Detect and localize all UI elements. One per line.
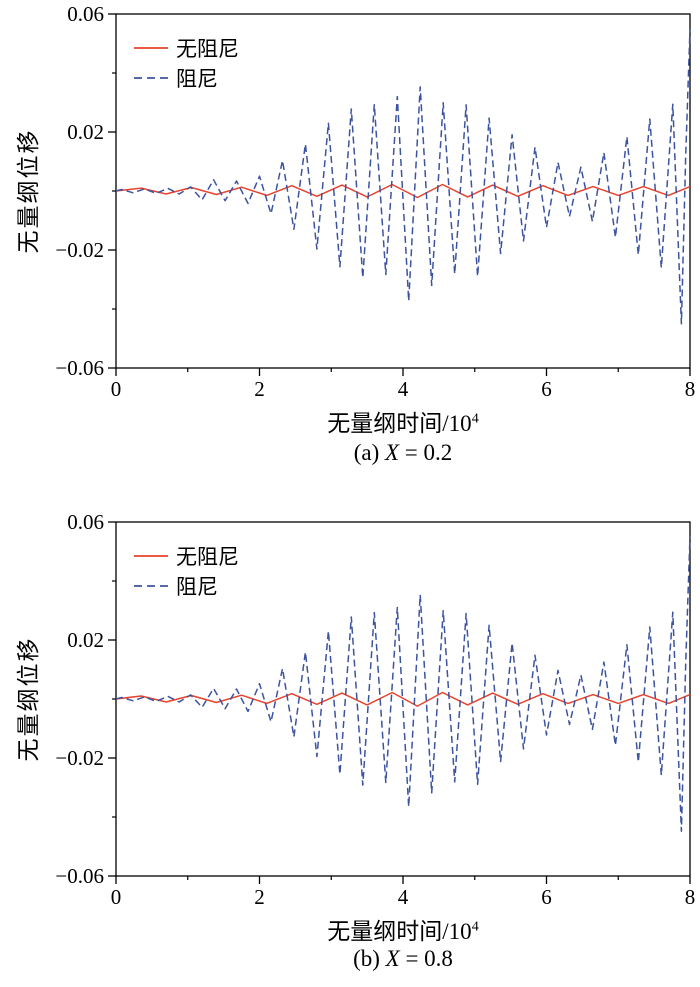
x-axis-title-b-superscript: 4 bbox=[471, 919, 479, 935]
series-line-undamped bbox=[115, 183, 691, 199]
caption-b-prefix: (b) bbox=[353, 946, 386, 971]
x-tick-label: 4 bbox=[398, 885, 409, 909]
x-axis-title-a-base: 无量纲时间/10 bbox=[327, 411, 472, 436]
caption-a-suffix: = 0.2 bbox=[399, 440, 453, 465]
x-axis-title-a-superscript: 4 bbox=[471, 411, 479, 427]
legend-label: 阻尼 bbox=[176, 575, 218, 599]
x-tick-label: 4 bbox=[398, 377, 409, 401]
y-axis-title-b: 无量纲位移 bbox=[16, 636, 41, 762]
caption-b-suffix: = 0.8 bbox=[399, 946, 453, 971]
x-tick-label: 6 bbox=[541, 885, 552, 909]
series-line-damped bbox=[115, 536, 691, 832]
x-tick-label: 6 bbox=[541, 377, 552, 401]
legend-label: 阻尼 bbox=[176, 67, 218, 91]
caption-a-prefix: (a) bbox=[353, 440, 385, 465]
x-axis-title-a: 无量纲时间/104 bbox=[116, 404, 690, 438]
caption-a-variable: X bbox=[384, 440, 400, 465]
series-line-damped bbox=[115, 28, 691, 325]
x-axis-title-b-base: 无量纲时间/10 bbox=[327, 919, 472, 944]
caption-b-variable: X bbox=[385, 946, 400, 971]
caption-a: (a) X = 0.2 bbox=[116, 440, 690, 466]
legend-label: 无阻尼 bbox=[176, 545, 239, 569]
y-tick-label: 0.02 bbox=[67, 120, 104, 144]
x-tick-label: 0 bbox=[111, 377, 122, 401]
x-axis-title-b: 无量纲时间/104 bbox=[116, 912, 690, 946]
y-tick-label: −0.06 bbox=[55, 864, 104, 888]
y-tick-label: −0.02 bbox=[55, 746, 104, 770]
y-axis-title-a: 无量纲位移 bbox=[16, 128, 41, 254]
x-tick-label: 8 bbox=[685, 885, 696, 909]
y-tick-label: 0.06 bbox=[67, 2, 104, 26]
y-tick-label: 0.02 bbox=[67, 628, 104, 652]
y-tick-label: −0.02 bbox=[55, 238, 104, 262]
y-tick-label: 0.06 bbox=[67, 510, 104, 534]
x-tick-label: 2 bbox=[254, 885, 265, 909]
legend-label: 无阻尼 bbox=[176, 37, 239, 61]
x-tick-label: 8 bbox=[685, 377, 696, 401]
x-tick-label: 0 bbox=[111, 885, 122, 909]
series-line-undamped bbox=[115, 691, 691, 707]
y-tick-label: −0.06 bbox=[55, 356, 104, 380]
caption-b: (b) X = 0.8 bbox=[116, 946, 690, 972]
x-tick-label: 2 bbox=[254, 377, 265, 401]
